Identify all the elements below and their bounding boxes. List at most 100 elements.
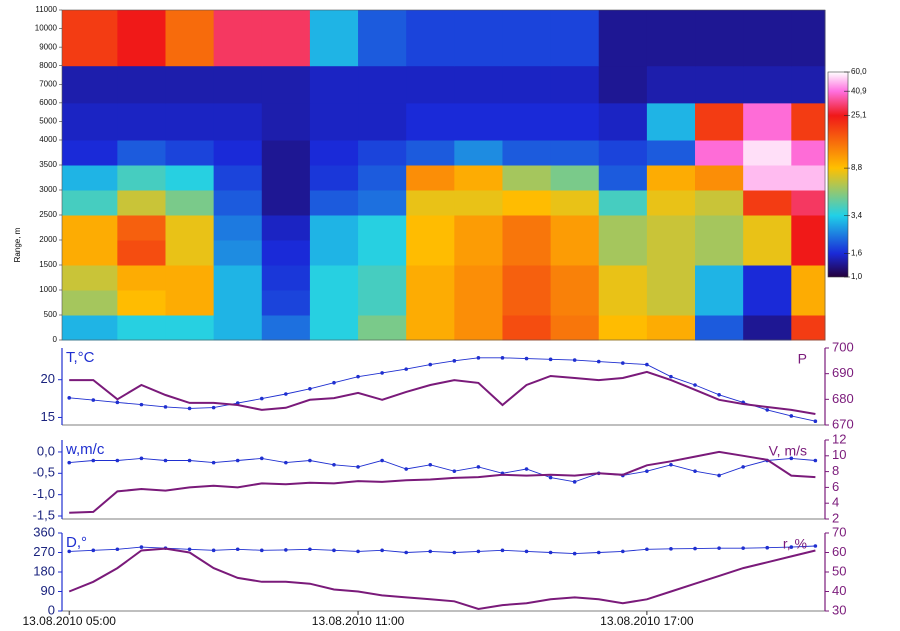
series-marker (284, 460, 288, 465)
series-marker (91, 548, 96, 553)
heatmap-cell (261, 215, 311, 241)
colorbar-tick-label: 1,6 (851, 249, 863, 258)
heatmap-cell (406, 190, 455, 216)
y2-tick-label: 70 (832, 524, 846, 539)
heatmap-cell (502, 290, 552, 316)
heatmap-cell (117, 102, 166, 141)
heatmap-cell (117, 315, 166, 341)
heatmap-cell (213, 190, 263, 216)
heatmap-cell (791, 190, 826, 216)
heatmap-cell (550, 190, 600, 216)
series-marker (115, 400, 120, 405)
heatmap-cell (213, 290, 263, 316)
heatmap-cell (309, 140, 359, 166)
heatmap-cell (454, 190, 503, 216)
series-marker (669, 374, 673, 379)
series-label: r, % (783, 536, 807, 552)
y-tick-label: 20 (41, 371, 55, 386)
series-marker (645, 547, 649, 552)
series-marker (332, 380, 336, 385)
heatmap-cell (743, 165, 792, 191)
heatmap-cell (598, 265, 648, 291)
heatmap-cell (791, 215, 826, 241)
series-label: w,m/c (65, 441, 105, 458)
series-marker (717, 393, 721, 397)
series-marker (524, 549, 529, 554)
y-tick-label: 3000 (39, 185, 57, 194)
y-tick-label: 7000 (39, 79, 57, 88)
series-marker (139, 545, 144, 549)
y2-tick-label: 680 (832, 391, 854, 406)
y-tick-label: 10000 (35, 24, 58, 33)
heatmap-cell (743, 265, 792, 291)
series-marker (452, 550, 457, 555)
y2-tick-label: 60 (832, 544, 846, 559)
series-marker (717, 473, 721, 478)
colorbar-tick-label: 60,0 (851, 67, 867, 76)
series-marker (139, 456, 144, 461)
heatmap-cell (454, 140, 503, 166)
heatmap-cell (117, 10, 166, 67)
heatmap-cell (213, 140, 263, 166)
heatmap-cell (646, 165, 696, 191)
y2-tick-label: 670 (832, 416, 854, 431)
heatmap-cell (646, 140, 696, 166)
series-marker (404, 367, 408, 371)
heatmap-cell (62, 10, 118, 67)
heatmap-cell (309, 102, 359, 141)
series-line (69, 457, 816, 483)
series-marker (524, 356, 529, 361)
heatmap-cell (646, 290, 696, 316)
heatmap-cell (791, 165, 826, 191)
series-marker (308, 386, 312, 391)
series-marker (572, 480, 577, 484)
heatmap-cell (598, 140, 648, 166)
heatmap-cell (695, 215, 744, 241)
heatmap-cell (358, 265, 407, 291)
heatmap-cell (502, 265, 552, 291)
colorbar (827, 71, 849, 278)
heatmap-cell (165, 215, 215, 241)
heatmap-cell (309, 65, 359, 104)
y2-tick-label: 30 (832, 602, 846, 617)
heatmap-cell (646, 265, 696, 291)
heatmap-cell (406, 215, 455, 241)
series-marker (548, 357, 553, 362)
y-tick-label: 15 (41, 409, 55, 424)
heatmap-cell (454, 240, 503, 266)
series-marker (789, 456, 794, 461)
heatmap-cell (743, 102, 792, 141)
heatmap-cell (743, 290, 792, 316)
heatmap-cell (406, 140, 455, 166)
heatmap-cell (117, 240, 166, 266)
heatmap-cell (598, 240, 648, 266)
y-tick-label: 1500 (39, 260, 57, 269)
heatmap-cell (646, 215, 696, 241)
series-marker (789, 545, 794, 549)
series-marker (259, 548, 264, 553)
y-tick-label: -1,0 (33, 486, 55, 501)
heatmap-cell (358, 102, 407, 141)
series-marker (428, 549, 433, 554)
series-marker (741, 546, 745, 550)
heatmap-cell (358, 240, 407, 266)
heatmap-cell (406, 10, 455, 67)
heatmap-cell (454, 65, 503, 104)
y-tick-label: 500 (44, 310, 58, 319)
heatmap-cell (646, 240, 696, 266)
heatmap-cell (791, 265, 826, 291)
heatmap-cell (261, 290, 311, 316)
heatmap-cell (358, 190, 407, 216)
series-marker (765, 408, 770, 412)
heatmap-cell (309, 315, 359, 341)
heatmap-cell (550, 65, 600, 104)
series-marker (380, 458, 384, 463)
heatmap-cell (406, 165, 455, 191)
colorbar-tick-label: 3,4 (851, 211, 863, 220)
series-marker (572, 358, 577, 362)
heatmap-cell (117, 190, 166, 216)
series-marker (500, 548, 505, 553)
heatmap-cell (213, 240, 263, 266)
series-marker (356, 549, 360, 554)
heatmap-cell (406, 240, 455, 266)
